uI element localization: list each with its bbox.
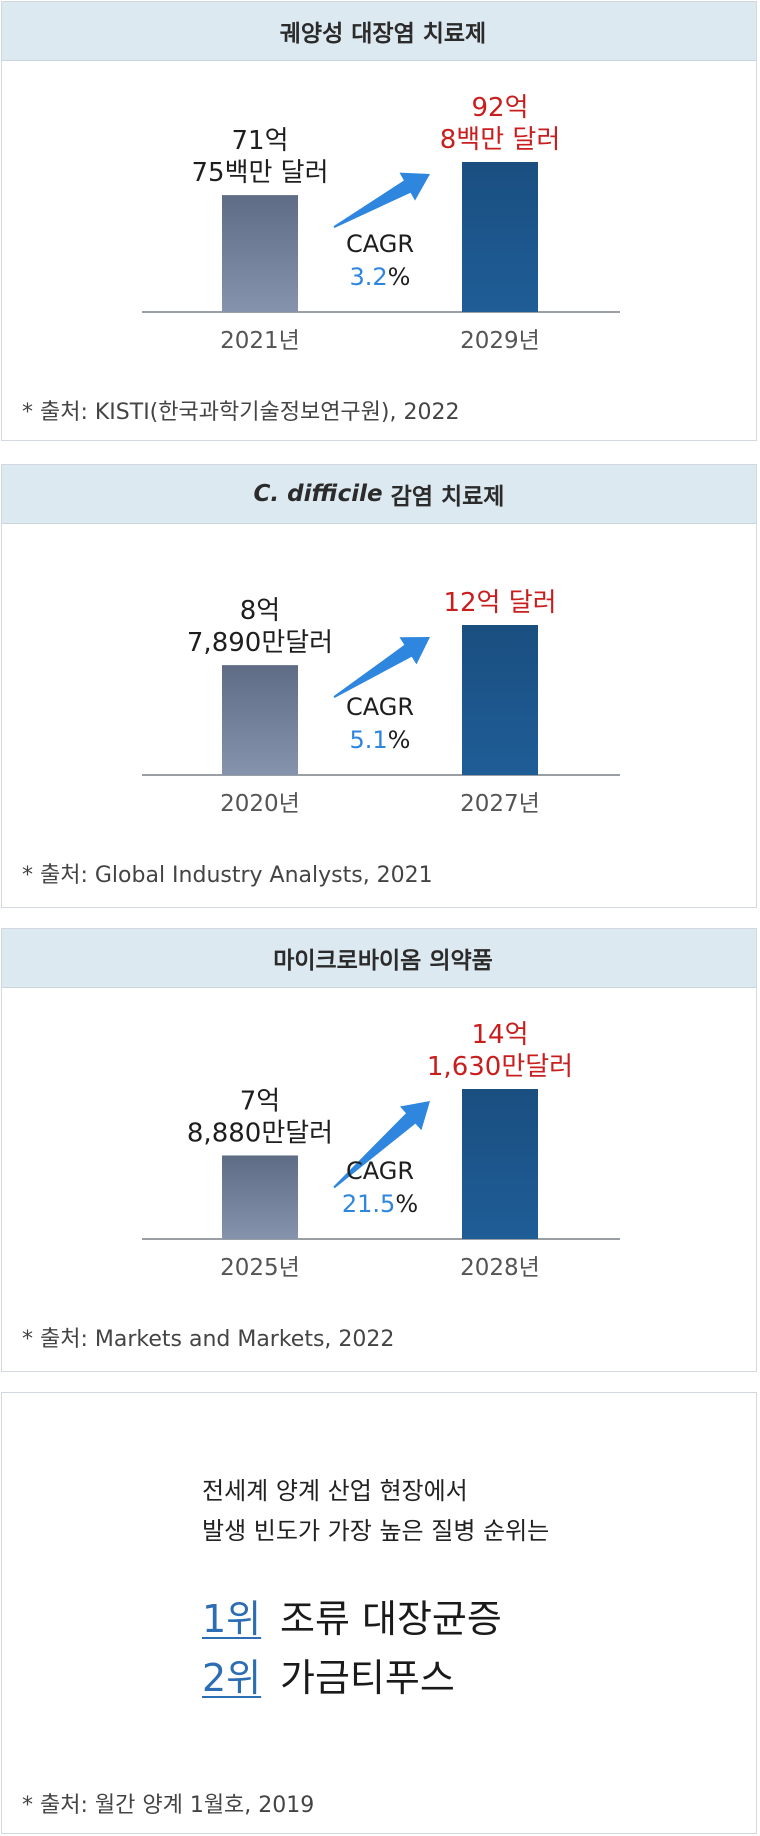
x-tick-label: 2027년 [460,791,540,817]
ranking-item: 2위 가금티푸스 [202,1647,455,1702]
chart-card-microbiome: 마이크로바이옴 의약품 2025년 7억 8,880만달러 2028년 14억 1,630… [1,928,757,1372]
bar [462,1089,538,1239]
x-tick-label: 2029년 [460,328,540,354]
card-title-text: 감염 치료제 [390,484,505,510]
cagr-value: 5.1% [350,726,411,754]
bar [462,162,538,312]
arrow-up-right-icon [333,637,430,698]
cagr-label: CAGR [346,230,414,258]
bar [222,195,298,312]
card-title: C. difficile 감염 치료제 [2,465,756,524]
chart-card-c-difficile: C. difficile 감염 치료제 2020년 8억 7,890만달러 2027년… [1,464,757,908]
data-label: 7억 [240,1086,280,1116]
card-title-text: 궤양성 대장염 치료제 [279,21,487,47]
data-label: 12억 달러 [443,588,556,618]
bar [222,665,298,775]
source-note: * 출처: 월간 양계 1월호, 2019 [22,1793,315,1818]
data-label: 92억 [471,93,528,123]
cagr-value: 21.5% [342,1190,418,1218]
source-note: * 출처: Global Industry Analysts, 2021 [22,863,433,888]
data-label: 7,890만달러 [187,628,333,658]
card-title-text: 마이크로바이옴 의약품 [273,948,493,974]
ranking-intro: 전세계 양계 산업 현장에서 발생 빈도가 가장 높은 질병 순위는 [202,1471,549,1551]
arrow-up-right-icon [333,1101,430,1189]
bar [222,1155,298,1239]
data-label: 8억 [240,596,280,626]
disease-name: 가금티푸스 [280,1656,455,1700]
disease-name: 조류 대장균증 [280,1597,502,1641]
card-title: 궤양성 대장염 치료제 [2,2,756,61]
data-label: 8,880만달러 [187,1118,333,1148]
intro-line: 전세계 양계 산업 현장에서 [202,1477,468,1505]
x-tick-label: 2021년 [220,328,300,354]
intro-line: 발생 빈도가 가장 높은 질병 순위는 [202,1517,550,1545]
data-label: 1,630만달러 [427,1052,573,1082]
source-note: * 출처: Markets and Markets, 2022 [22,1327,395,1352]
data-label: 14억 [471,1020,528,1050]
cagr-label: CAGR [346,693,414,721]
card-title: 마이크로바이옴 의약품 [2,929,756,988]
bar-chart: 2020년 8억7,890만달러 2027년 12억 달러 CAGR 5.1% [142,588,620,817]
data-label: 75백만 달러 [191,158,328,188]
ranking-body: 전세계 양계 산업 현장에서 발생 빈도가 가장 높은 질병 순위는 1위 조류 … [2,1393,756,1833]
arrow-up-right-icon [333,172,430,228]
cagr-value: 3.2% [350,263,411,291]
poultry-disease-ranking-card: 전세계 양계 산업 현장에서 발생 빈도가 가장 높은 질병 순위는 1위 조류 … [1,1392,757,1834]
bar [462,625,538,775]
ranking-item: 1위 조류 대장균증 [202,1588,502,1643]
chart-card-ulcerative-colitis: 궤양성 대장염 치료제 2021년 71억 75백만 달러 2029년 92억 8백만 달… [1,1,757,441]
rank-number: 1위 [202,1597,262,1641]
source-note: * 출처: KISTI(한국과학기술정보연구원), 2022 [22,400,460,425]
x-tick-label: 2020년 [220,791,300,817]
data-label: 71억 [231,126,288,156]
card-title-italic: C. difficile [253,481,383,507]
data-label: 8백만 달러 [440,125,561,155]
x-tick-label: 2028년 [460,1255,540,1281]
cagr-label: CAGR [346,1157,414,1185]
x-tick-label: 2025년 [220,1255,300,1281]
rank-number: 2위 [202,1656,262,1700]
